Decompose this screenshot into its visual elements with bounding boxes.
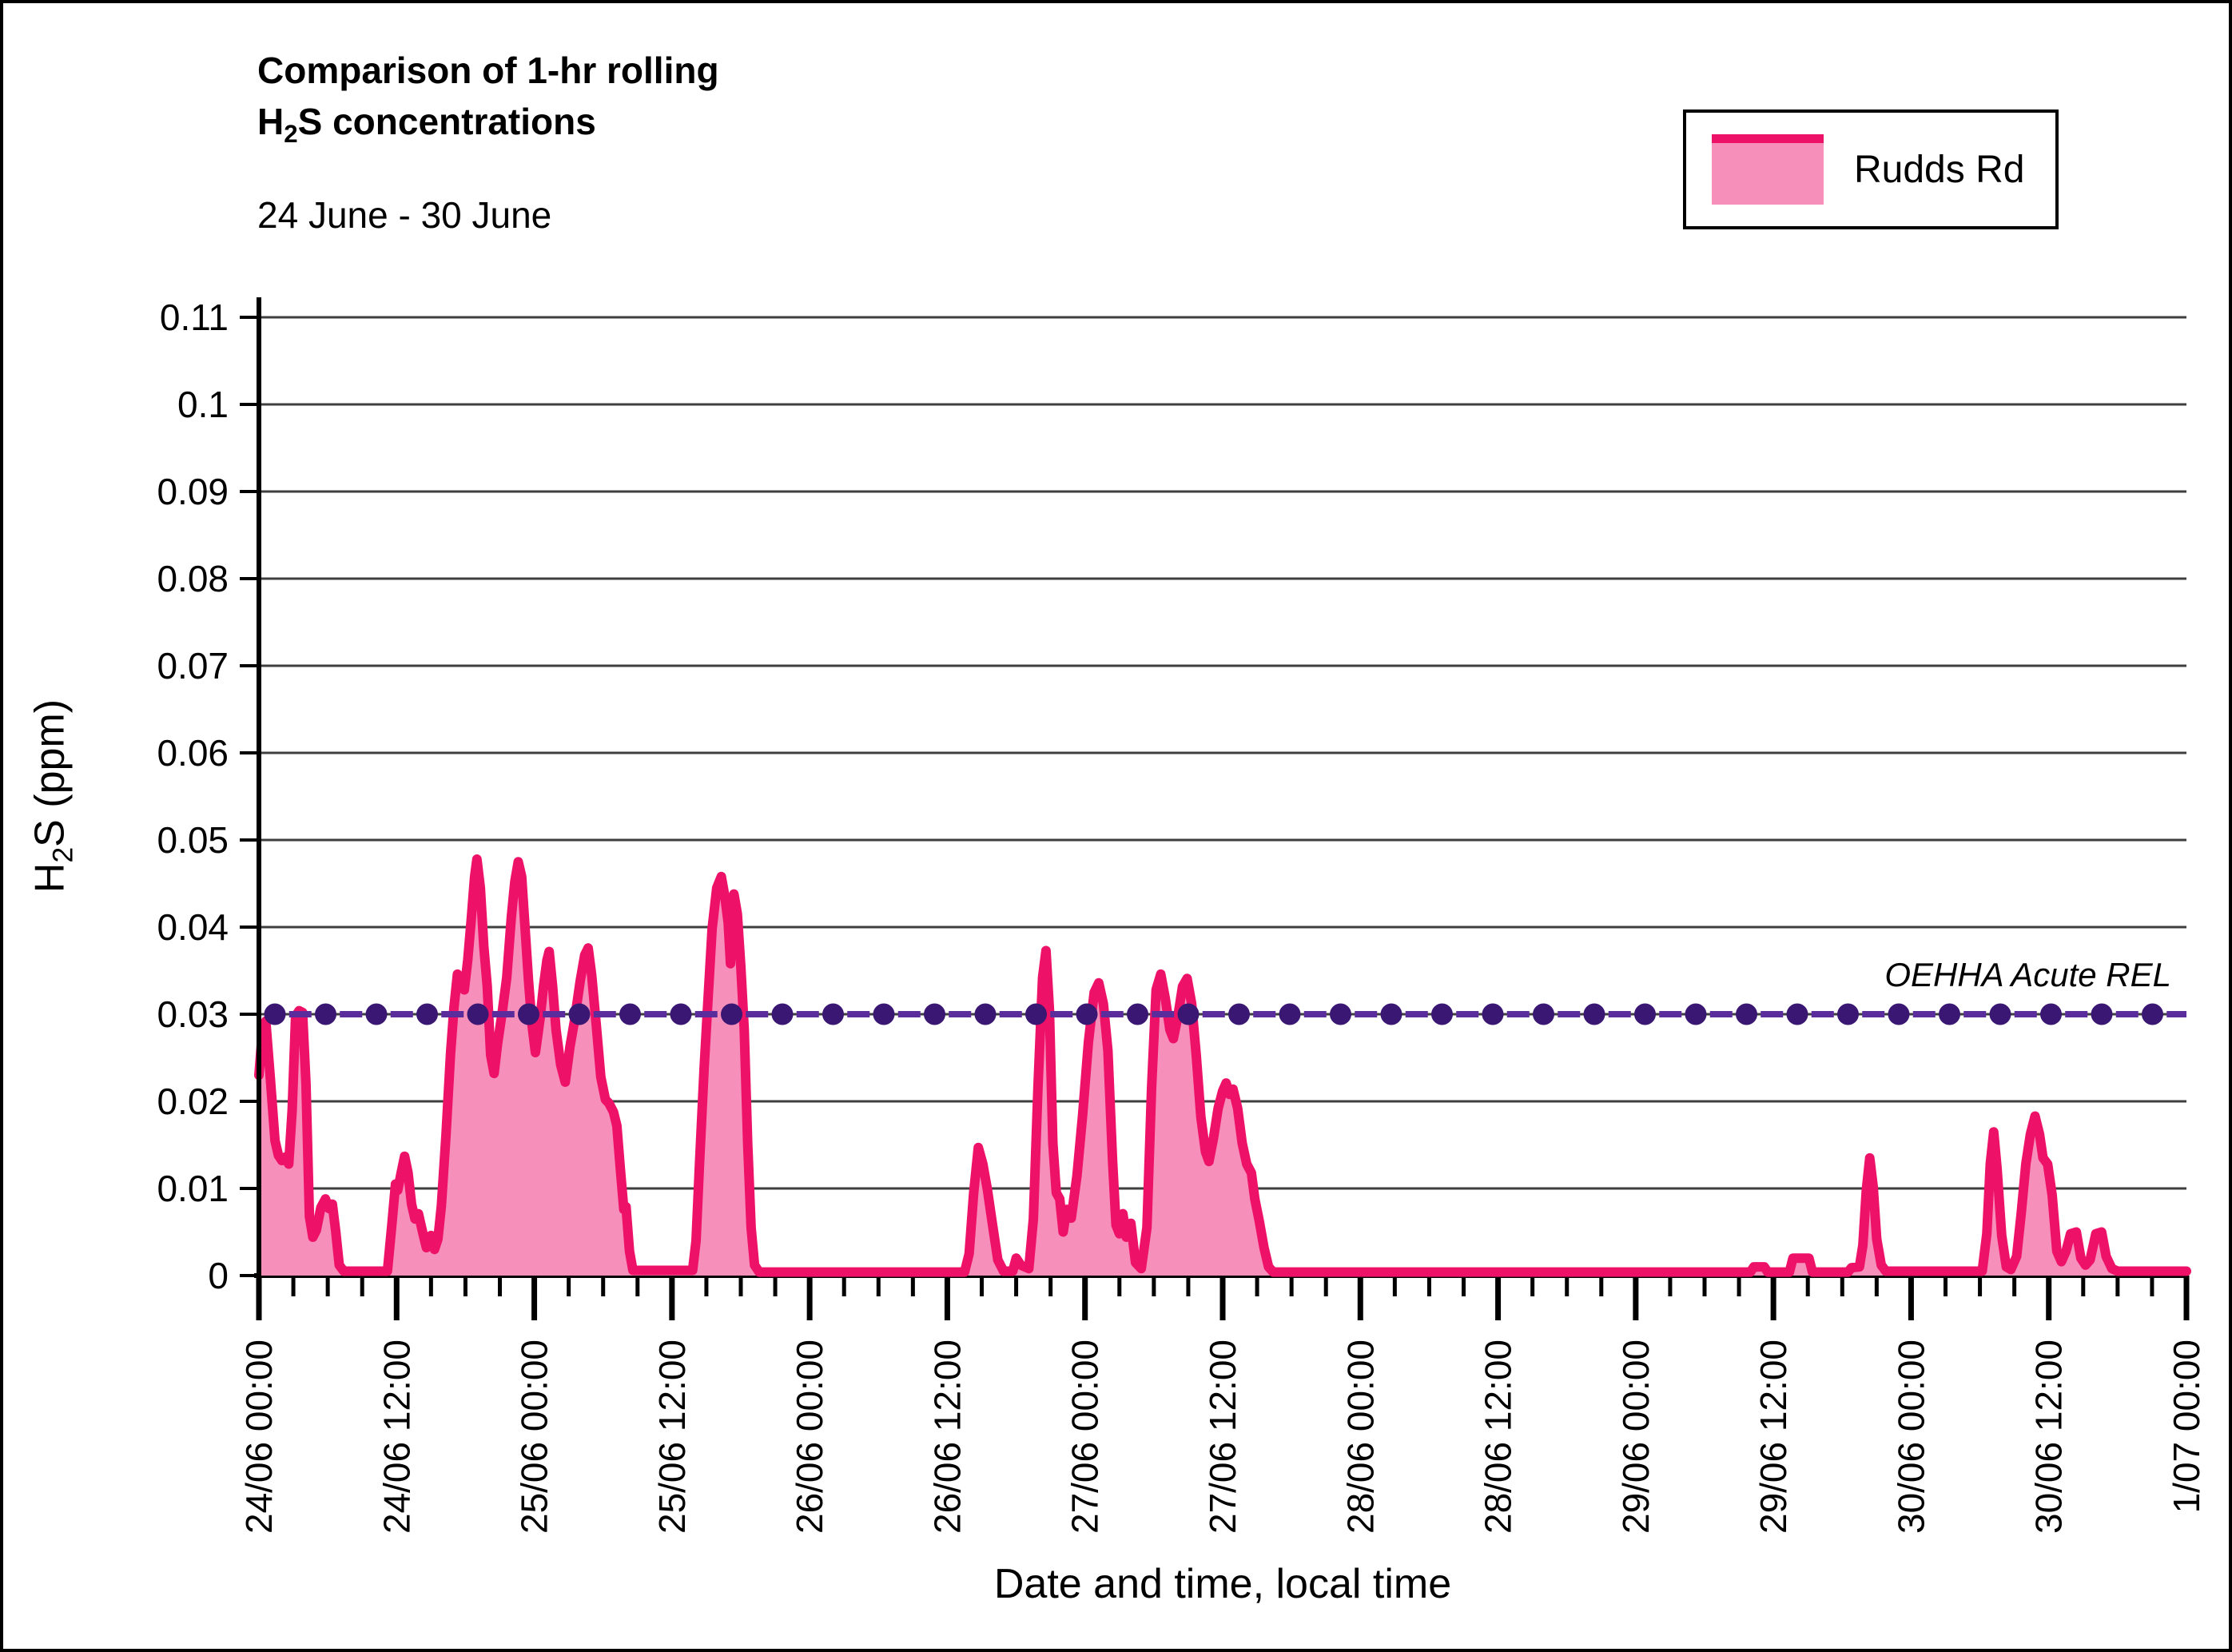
- rel-marker: [2040, 1003, 2062, 1025]
- rel-marker: [2142, 1003, 2163, 1025]
- rel-marker: [1279, 1003, 1301, 1025]
- rel-marker: [365, 1003, 388, 1025]
- rel-marker: [721, 1003, 742, 1025]
- chart-subtitle: 24 June - 30 June: [257, 194, 552, 236]
- rel-marker: [1533, 1003, 1554, 1025]
- rel-line-annotation: OEHHA Acute REL: [1884, 956, 2171, 993]
- x-tick-label: 30/06 12:00: [2028, 1340, 2070, 1534]
- rel-marker: [619, 1003, 641, 1025]
- x-tick-label: 24/06 12:00: [376, 1340, 417, 1534]
- y-tick-label: 0.09: [157, 471, 229, 512]
- rel-marker: [1685, 1003, 1707, 1025]
- chart-title: Comparison of 1-hr rolling H2S concentra…: [257, 45, 719, 160]
- x-tick-label: 29/06 00:00: [1615, 1340, 1657, 1534]
- x-tick-label: 27/06 12:00: [1202, 1340, 1243, 1534]
- legend-label: Rudds Rd: [1854, 148, 2025, 191]
- legend-swatch-rudds-rd: [1712, 134, 1824, 205]
- rel-marker: [1786, 1003, 1808, 1025]
- x-tick-label: 30/06 00:00: [1890, 1340, 1932, 1534]
- rel-marker: [1939, 1003, 1960, 1025]
- x-tick-label: 28/06 00:00: [1339, 1340, 1381, 1534]
- rel-marker: [1837, 1003, 1859, 1025]
- rel-marker: [771, 1003, 794, 1025]
- rel-marker: [974, 1003, 997, 1025]
- rel-marker: [264, 1003, 286, 1025]
- y-tick-label: 0.07: [157, 645, 229, 687]
- y-tick-label: 0: [208, 1255, 229, 1296]
- x-tick-label: 28/06 12:00: [1478, 1340, 1519, 1534]
- rel-marker: [1076, 1003, 1098, 1025]
- x-axis-title: Date and time, local time: [993, 1561, 1452, 1607]
- series-line: [254, 854, 2191, 1277]
- x-tick-label: 29/06 12:00: [1753, 1340, 1794, 1534]
- series-area: [259, 859, 2186, 1276]
- rel-marker: [1736, 1003, 1757, 1025]
- rel-marker: [873, 1003, 895, 1025]
- rel-marker: [416, 1003, 438, 1025]
- y-tick-label: 0.1: [177, 384, 229, 425]
- rel-marker: [924, 1003, 945, 1025]
- rel-marker: [1583, 1003, 1605, 1025]
- rel-marker: [1888, 1003, 1910, 1025]
- rel-marker: [1380, 1003, 1402, 1025]
- rel-marker: [1634, 1003, 1656, 1025]
- rel-marker: [467, 1003, 489, 1025]
- y-tick-label: 0.04: [157, 906, 229, 948]
- legend-box: Rudds Rd: [1683, 109, 2059, 229]
- rel-marker: [822, 1003, 844, 1025]
- y-tick-label: 0.03: [157, 993, 229, 1035]
- x-tick-label: 25/06 00:00: [514, 1340, 555, 1534]
- x-tick-label: 1/07 00:00: [2166, 1340, 2207, 1513]
- x-tick-label: 26/06 00:00: [789, 1340, 830, 1534]
- rel-marker: [1177, 1003, 1200, 1025]
- rel-marker: [1431, 1003, 1453, 1025]
- y-tick-label: 0.08: [157, 558, 229, 599]
- rel-marker: [568, 1003, 591, 1025]
- y-axis-title: H2S (ppm): [26, 699, 79, 894]
- x-tick-label: 26/06 12:00: [926, 1340, 968, 1534]
- x-tick-label: 27/06 00:00: [1064, 1340, 1106, 1534]
- rel-marker: [1025, 1003, 1047, 1025]
- rel-marker: [1127, 1003, 1148, 1025]
- rel-marker: [2091, 1003, 2113, 1025]
- x-tick-label: 25/06 12:00: [651, 1340, 693, 1534]
- rel-marker: [518, 1003, 539, 1025]
- y-tick-label: 0.06: [157, 732, 229, 774]
- chart-title-line1: Comparison of 1-hr rolling: [257, 50, 719, 91]
- x-tick-label: 24/06 00:00: [238, 1340, 280, 1534]
- rel-marker: [670, 1003, 692, 1025]
- rel-marker: [1330, 1003, 1351, 1025]
- chart-title-line2: H2S concentrations: [257, 101, 596, 149]
- rel-marker: [1989, 1003, 2011, 1025]
- rel-marker: [1228, 1003, 1250, 1025]
- y-tick-label: 0.01: [157, 1168, 229, 1209]
- rel-marker: [315, 1003, 336, 1025]
- chart-plot-area: 0 0.01 0.02 0.03 0.04 0.05 0.06 0.07 0.08 0.09 0.1…: [157, 297, 2207, 1534]
- y-tick-label: 0.11: [160, 297, 229, 338]
- y-tick-label: 0.02: [157, 1081, 229, 1122]
- rel-marker: [1482, 1003, 1504, 1025]
- y-tick-label: 0.05: [157, 819, 229, 861]
